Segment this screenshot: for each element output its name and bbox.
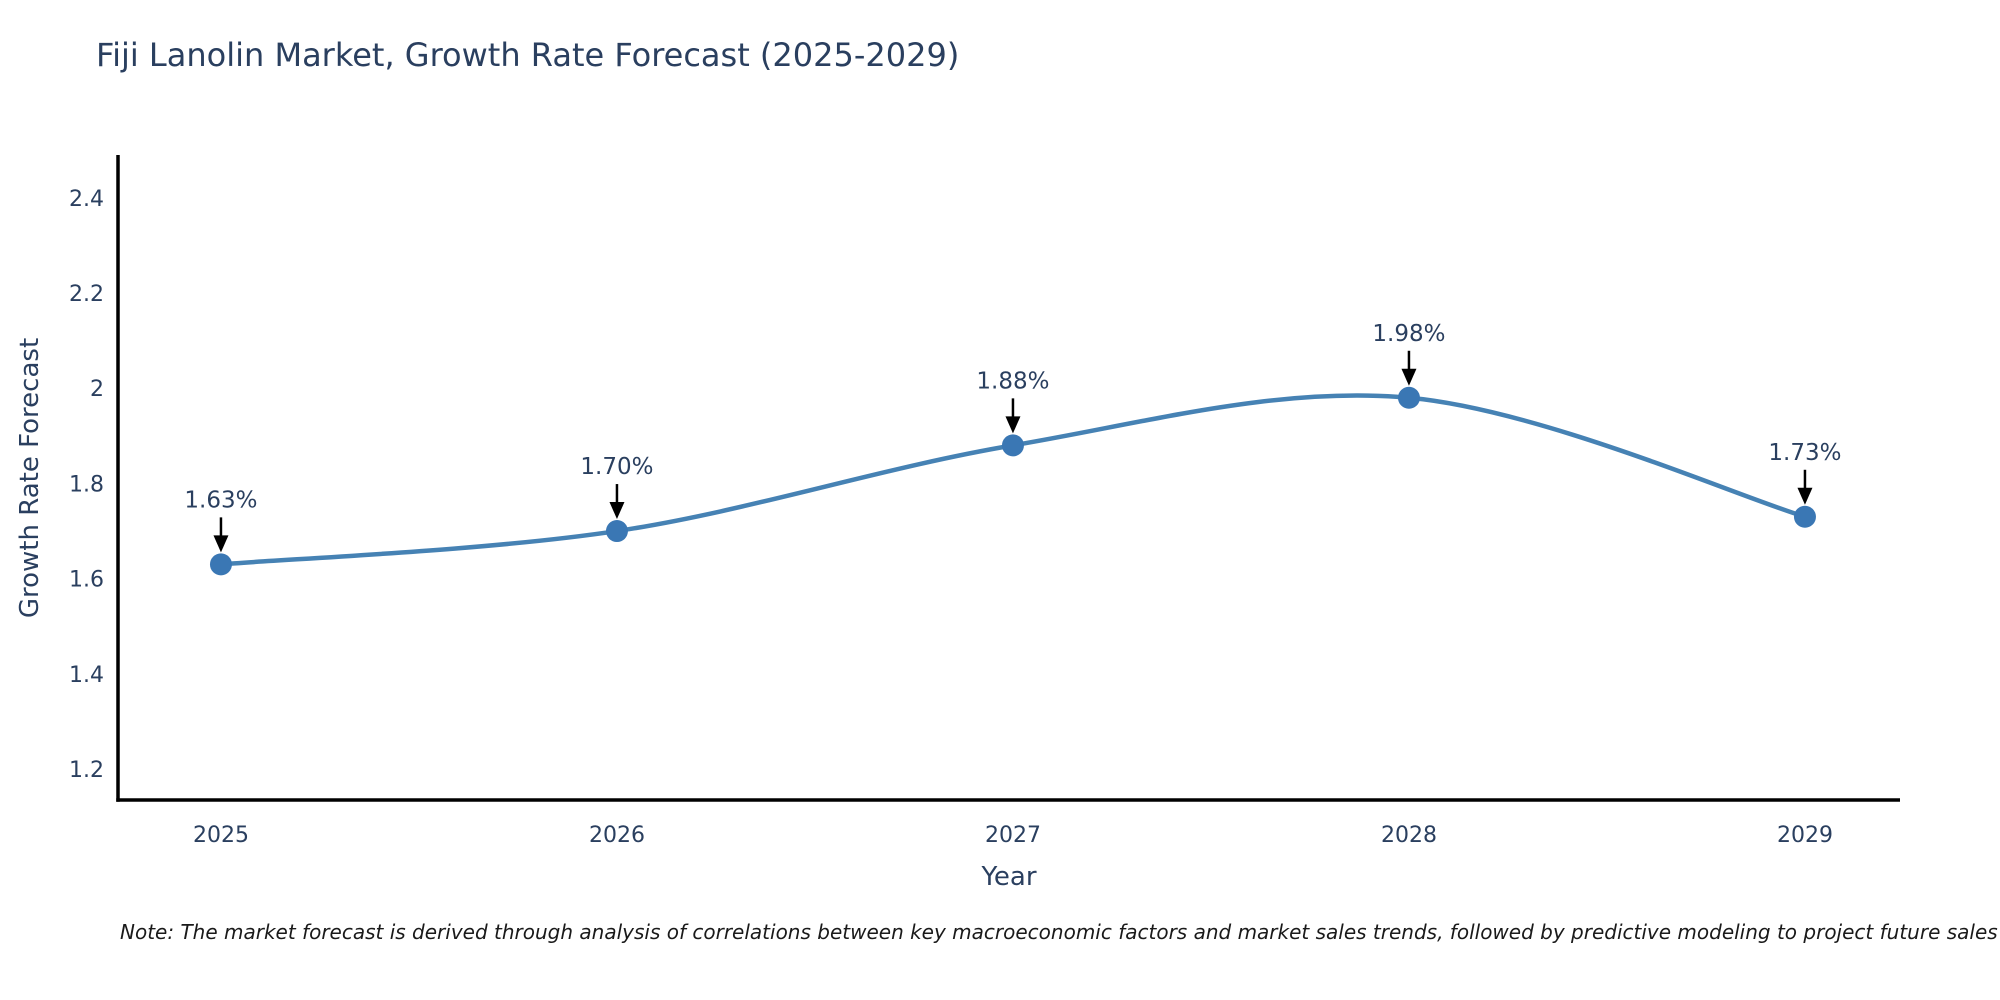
data-point-label: 1.70% xyxy=(580,454,653,480)
data-point-label: 1.88% xyxy=(976,368,1049,394)
y-tick-label: 2.2 xyxy=(69,282,104,307)
x-tick-label: 2027 xyxy=(985,823,1041,848)
y-tick-label: 1.8 xyxy=(69,472,104,497)
chart-title: Fiji Lanolin Market, Growth Rate Forecas… xyxy=(96,36,960,74)
data-point-label: 1.63% xyxy=(184,487,257,513)
annotation-arrow-head xyxy=(1401,368,1417,386)
annotation-arrow-head xyxy=(213,535,229,553)
data-point-marker xyxy=(209,553,232,576)
data-point-marker xyxy=(1793,505,1816,528)
data-point-label: 1.73% xyxy=(1768,440,1841,466)
x-tick-label: 2029 xyxy=(1777,823,1833,848)
data-point-marker xyxy=(605,520,628,543)
x-tick-label: 2025 xyxy=(193,823,249,848)
y-tick-label: 1.2 xyxy=(69,758,104,783)
data-point-marker xyxy=(1397,386,1420,409)
data-point-marker xyxy=(1001,434,1024,457)
x-tick-label: 2028 xyxy=(1381,823,1437,848)
data-point-label: 1.98% xyxy=(1372,321,1445,347)
x-axis-title: Year xyxy=(981,862,1037,892)
x-tick-label: 2026 xyxy=(589,823,645,848)
y-tick-label: 2.4 xyxy=(69,187,104,212)
footnote: Note: The market forecast is derived thr… xyxy=(120,920,1998,944)
annotation-arrow-head xyxy=(609,502,625,520)
y-tick-label: 1.6 xyxy=(69,568,104,593)
y-tick-label: 1.4 xyxy=(69,663,104,688)
annotation-arrow-head xyxy=(1005,416,1021,434)
y-tick-label: 2 xyxy=(90,377,104,402)
annotation-arrow-head xyxy=(1797,487,1813,505)
